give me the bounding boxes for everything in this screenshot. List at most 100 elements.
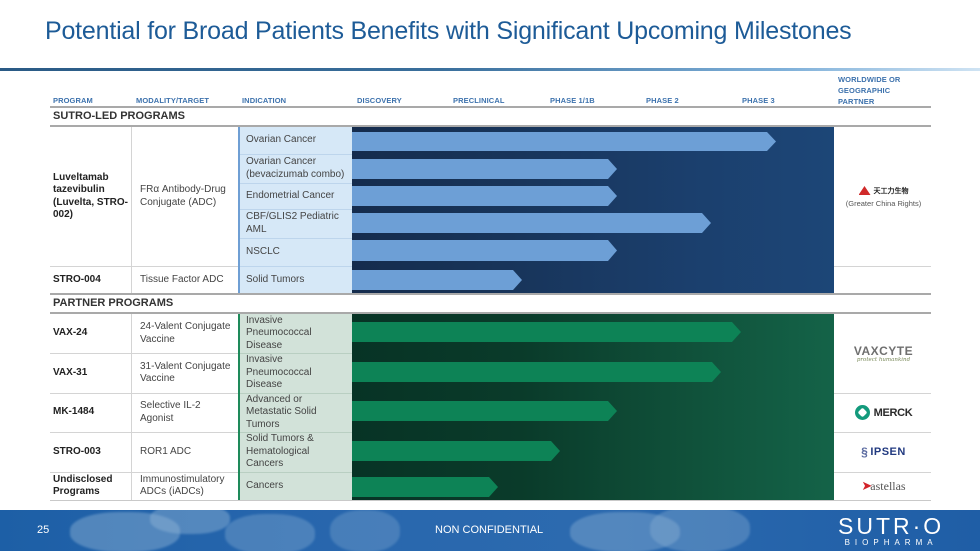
progress-bar-stro004 (352, 270, 522, 290)
partner-astellas: ➤ astellas (836, 472, 931, 500)
progress-bar-ovarian-bev (352, 159, 617, 179)
program-name: STRO-004 (53, 273, 101, 285)
indication: Invasive Pneumococcal Disease (246, 354, 312, 391)
row-divider (240, 154, 352, 155)
program-name: Undisclosed Programs (53, 473, 113, 498)
row-divider (240, 393, 352, 394)
ipsen-logo-icon: § (861, 445, 869, 459)
progress-bar-nsclc (352, 240, 617, 261)
row-divider (240, 353, 352, 354)
partner-ipsen: § IPSEN (836, 432, 931, 472)
footer-decoration (330, 510, 400, 551)
section-title-sutro-led: SUTRO-LED PROGRAMS (53, 110, 185, 122)
program-name: Luveltamab tazevibulin (Luvelta, STRO-00… (53, 171, 129, 221)
progress-bar-stro003 (352, 441, 560, 461)
indication: Ovarian Cancer (bevacizumab combo) (246, 156, 345, 180)
tasly-logo-text: 天工力生物 (873, 187, 909, 195)
row-divider (240, 238, 352, 239)
ipsen-logo-text: IPSEN (870, 446, 906, 458)
footer-decoration (225, 514, 315, 551)
merck-logo-icon (854, 405, 870, 420)
col-header-partner: WORLDWIDE OR GEOGRAPHIC PARTNER (838, 74, 900, 107)
tasly-logo: 天工力生物 (858, 186, 909, 196)
sutro-logo-sub: BIOPHARMA (844, 538, 938, 547)
merck-logo-text: MERCK (873, 406, 913, 419)
col-header-discovery: DISCOVERY (357, 96, 402, 105)
astellas-logo-icon: ➤ (861, 478, 873, 493)
indication-column-sutro: Ovarian Cancer Ovarian Cancer (bevacizum… (238, 127, 352, 294)
col-header-program: PROGRAM (53, 96, 93, 105)
indication: Solid Tumors & Hematological Cancers (246, 433, 314, 470)
partner-header-line: PARTNER (838, 97, 875, 106)
progress-bar-vax31 (352, 362, 721, 382)
page-number: 25 (37, 524, 50, 536)
footer: 25 NON CONFIDENTIAL SUTR·O BIOPHARMA (0, 510, 980, 551)
progress-bar-endometrial (352, 186, 617, 206)
progress-bar-mk1484 (352, 401, 617, 421)
col-header-indication: INDICATION (242, 96, 287, 105)
program-modality: FRα Antibody-Drug Conjugate (ADC) (140, 184, 226, 208)
astellas-logo: ➤ astellas (861, 478, 905, 494)
col-header-phase1: PHASE 1/1B (550, 96, 595, 105)
indication: Invasive Pneumococcal Disease (246, 314, 312, 351)
partner-vaxcyte: VAXCYTE protect humankind (836, 314, 931, 393)
title-divider (0, 68, 980, 71)
sutro-logo: SUTR·O BIOPHARMA (838, 514, 944, 547)
row-divider (240, 266, 352, 267)
column-divider (131, 127, 132, 294)
partner-header-line: GEOGRAPHIC (838, 86, 891, 95)
row-divider (50, 266, 238, 267)
row-divider (50, 472, 238, 473)
tasly-logo-icon (858, 186, 871, 195)
progress-bar-vax24 (352, 322, 741, 342)
row-divider (834, 432, 931, 433)
partner-merck: MERCK (836, 393, 931, 432)
astellas-logo-text: astellas (870, 478, 906, 493)
footer-decoration (570, 512, 680, 551)
footer-decoration (70, 512, 180, 551)
column-divider (131, 314, 132, 500)
indication: Advanced or Metastatic Solid Tumors (246, 393, 317, 430)
program-name: VAX-24 (53, 327, 88, 339)
row-divider (834, 472, 931, 473)
footer-decoration (650, 510, 750, 551)
progress-bar-ovarian (352, 132, 776, 151)
row-divider (50, 353, 238, 354)
page-title: Potential for Broad Patients Benefits wi… (45, 17, 852, 45)
program-name: VAX-31 (53, 366, 88, 378)
section-title-partner: PARTNER PROGRAMS (53, 297, 174, 309)
program-name: MK-1484 (53, 406, 95, 418)
row-divider (240, 209, 352, 210)
footer-decoration (150, 510, 230, 534)
program-modality: ROR1 ADC (140, 445, 192, 457)
indication: Ovarian Cancer (246, 134, 317, 146)
indication: CBF/GLIS2 Pediatric AML (246, 211, 339, 235)
indication: Cancers (246, 479, 284, 491)
program-modality: Immunostimulatory ADCs (iADCs) (140, 473, 225, 498)
row-divider (834, 266, 931, 267)
pipeline-chart-sutro (352, 127, 834, 294)
row-divider (240, 472, 352, 473)
indication: NSCLC (246, 245, 280, 257)
col-header-preclinical: PRECLINICAL (453, 96, 505, 105)
progress-bar-aml (352, 213, 711, 233)
row-divider (50, 393, 238, 394)
col-header-modality: MODALITY/TARGET (136, 96, 210, 105)
program-modality: Tissue Factor ADC (140, 273, 224, 285)
program-modality: Selective IL-2 Agonist (140, 400, 201, 424)
section-rule (50, 125, 931, 127)
row-divider (240, 183, 352, 184)
row-divider (240, 432, 352, 433)
vaxcyte-logo: VAXCYTE (853, 344, 914, 358)
pipeline-chart-partner (352, 314, 834, 500)
confidentiality-label: NON CONFIDENTIAL (435, 524, 544, 536)
table-bottom-rule (50, 500, 931, 501)
row-divider (50, 432, 238, 433)
program-modality: 24-Valent Conjugate Vaccine (140, 321, 231, 345)
partner-header-line: WORLDWIDE OR (838, 75, 901, 84)
indication: Solid Tumors (246, 273, 305, 285)
section-rule (50, 293, 931, 295)
program-name: STRO-003 (53, 445, 101, 457)
indication: Endometrial Cancer (246, 189, 335, 201)
